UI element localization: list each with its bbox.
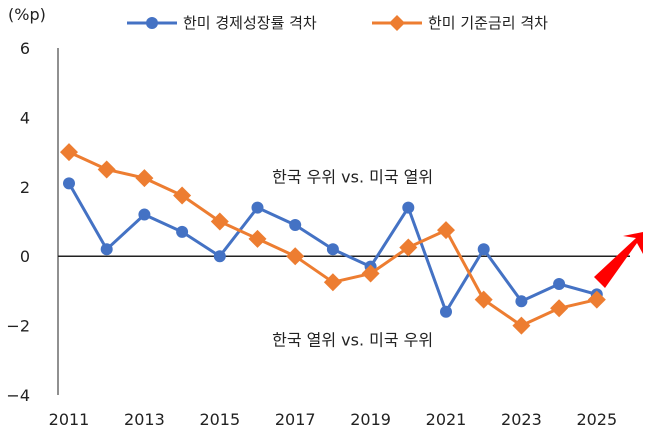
data-point-1-6 xyxy=(286,247,305,266)
legend: 한미 경제성장률 격차 한미 기준금리 격차 xyxy=(127,14,548,32)
data-point-1-3 xyxy=(173,186,192,205)
data-point-1-4 xyxy=(210,212,229,231)
data-point-1-5 xyxy=(248,229,267,248)
data-point-0-1 xyxy=(100,243,113,256)
data-point-0-10 xyxy=(440,305,452,318)
legend-label-rate: 한미 기준금리 격차 xyxy=(428,14,548,32)
data-point-1-9 xyxy=(399,238,418,257)
x-tick-labels: 2011 2013 2015 2017 2019 2021 2023 2025 xyxy=(49,410,618,429)
data-point-0-0 xyxy=(63,177,75,190)
y-tick-labels: −4 −2 0 2 4 6 xyxy=(6,39,30,405)
data-point-1-0 xyxy=(60,143,78,162)
y-tick-label: −4 xyxy=(6,386,30,405)
data-point-0-4 xyxy=(213,250,226,263)
x-tick-label: 2023 xyxy=(501,410,542,429)
legend-marker-growth xyxy=(146,17,158,29)
y-tick-label: −2 xyxy=(6,317,30,336)
data-point-0-7 xyxy=(326,243,339,256)
data-point-0-6 xyxy=(289,218,302,231)
x-tick-label: 2015 xyxy=(199,410,240,429)
annotation-us-advantage: 한국 열위 vs. 미국 우위 xyxy=(272,330,433,349)
data-point-1-12 xyxy=(512,316,531,335)
y-tick-label: 4 xyxy=(20,108,30,127)
y-axis-unit-label: (%p) xyxy=(8,5,46,24)
up-right-arrow-icon xyxy=(594,232,643,288)
data-point-0-9 xyxy=(402,201,415,214)
legend-item-growth: 한미 경제성장률 격차 xyxy=(127,14,317,32)
data-point-1-1 xyxy=(97,160,116,179)
data-point-0-2 xyxy=(138,208,151,221)
data-point-0-13 xyxy=(553,277,566,290)
legend-label-growth: 한미 경제성장률 격차 xyxy=(183,14,317,32)
annotation-korea-advantage: 한국 우위 vs. 미국 열위 xyxy=(272,167,433,186)
legend-item-rate: 한미 기준금리 격차 xyxy=(372,14,548,32)
data-point-1-11 xyxy=(474,290,493,309)
legend-marker-rate xyxy=(389,15,405,31)
data-point-1-8 xyxy=(361,264,380,283)
y-tick-label: 0 xyxy=(20,247,30,266)
x-tick-label: 2011 xyxy=(49,410,90,429)
data-point-1-7 xyxy=(323,273,342,292)
x-tick-label: 2017 xyxy=(275,410,316,429)
data-point-1-13 xyxy=(550,299,569,318)
x-tick-label: 2019 xyxy=(350,410,391,429)
y-tick-label: 2 xyxy=(20,178,30,197)
data-point-1-10 xyxy=(437,221,455,240)
x-tick-label: 2025 xyxy=(576,410,617,429)
data-point-1-2 xyxy=(135,169,154,188)
data-point-0-12 xyxy=(515,295,528,308)
data-point-0-11 xyxy=(477,243,490,256)
data-point-0-3 xyxy=(176,225,189,238)
data-point-0-5 xyxy=(251,201,264,214)
x-tick-label: 2021 xyxy=(426,410,467,429)
data-point-1-14 xyxy=(587,290,606,309)
series-layer xyxy=(60,143,606,335)
x-tick-label: 2013 xyxy=(124,410,165,429)
y-tick-label: 6 xyxy=(20,39,30,58)
